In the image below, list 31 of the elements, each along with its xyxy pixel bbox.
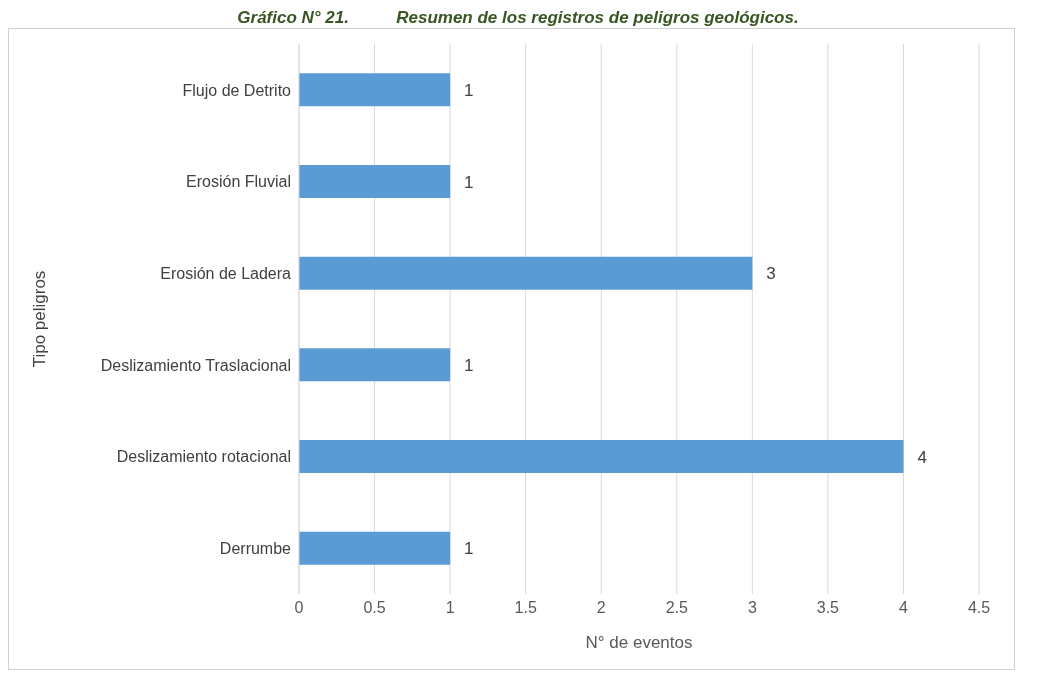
y-tick-label: Deslizamiento Traslacional	[100, 356, 291, 374]
y-tick-label: Deslizamiento rotacional	[116, 448, 291, 466]
bar	[299, 165, 451, 198]
chart-title: Gráfico N° 21. Resumen de los registros de peligros geológicos.	[236, 8, 800, 28]
data-label: 1	[464, 355, 474, 375]
x-tick-label: 0.5	[363, 599, 386, 617]
x-tick-label: 4.5	[967, 599, 991, 617]
data-label: 4	[917, 447, 927, 467]
bar	[299, 73, 451, 107]
y-tick-label: Erosión Fluvial	[186, 173, 291, 191]
bar	[299, 256, 753, 290]
x-tick-label: 4	[898, 599, 908, 617]
data-label: 3	[766, 264, 776, 284]
bar	[299, 440, 904, 473]
y-tick-label: Erosión de Ladera	[160, 264, 292, 282]
x-tick-label: 2	[596, 599, 606, 617]
y-axis-title: Tipo peligros	[30, 270, 50, 368]
x-tick-label: 2.5	[665, 599, 688, 617]
data-label: 1	[464, 172, 474, 192]
x-tick-label: 0	[294, 599, 304, 617]
data-label: 1	[464, 80, 474, 100]
bar	[299, 348, 451, 382]
y-tick-label: Flujo de Detrito	[182, 81, 292, 99]
x-tick-label: 1	[445, 599, 455, 617]
x-tick-label: 3.5	[816, 599, 840, 617]
x-tick-label: 1.5	[514, 599, 537, 617]
x-axis-title: N° de eventos	[585, 633, 693, 653]
bar	[299, 531, 451, 565]
data-label: 1	[464, 539, 474, 559]
x-tick-label: 3	[747, 599, 757, 617]
y-tick-label: Derrumbe	[219, 539, 292, 557]
